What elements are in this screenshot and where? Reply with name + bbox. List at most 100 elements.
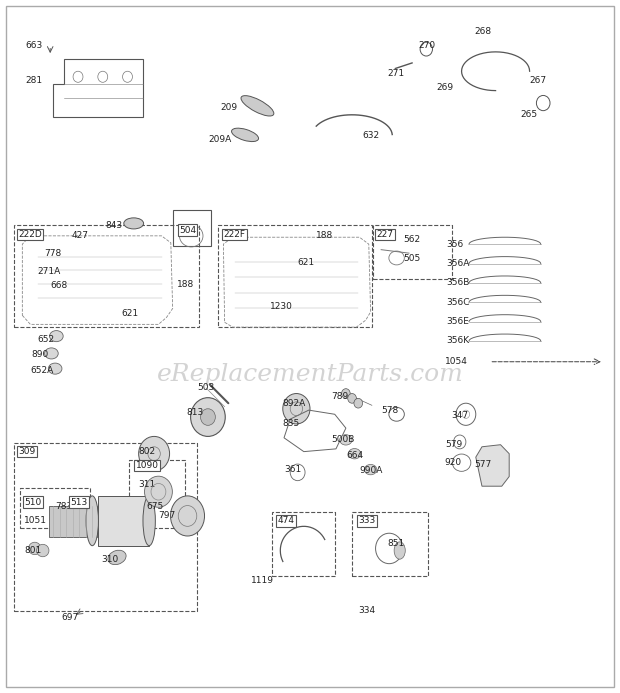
Text: 356K: 356K	[446, 337, 469, 346]
Text: 797: 797	[159, 511, 175, 520]
Bar	[352, 513, 428, 576]
Text: 1051: 1051	[24, 516, 47, 525]
Text: 892A: 892A	[282, 398, 306, 407]
Bar	[14, 225, 198, 327]
Circle shape	[283, 394, 310, 424]
Text: 265: 265	[520, 110, 538, 119]
Text: 562: 562	[403, 235, 420, 244]
Text: 789: 789	[332, 392, 349, 401]
Text: 271A: 271A	[38, 267, 61, 277]
Text: 920: 920	[445, 458, 462, 467]
Bar	[49, 506, 97, 536]
Text: 356B: 356B	[446, 279, 469, 288]
Text: 663: 663	[25, 41, 43, 50]
Bar	[130, 460, 185, 527]
Text: 1090: 1090	[136, 461, 159, 470]
Text: 270: 270	[418, 41, 435, 50]
Text: 668: 668	[50, 281, 68, 290]
Text: 356A: 356A	[446, 259, 469, 268]
Ellipse shape	[45, 348, 58, 359]
Ellipse shape	[48, 363, 62, 374]
Ellipse shape	[348, 448, 361, 459]
Text: eReplacementParts.com: eReplacementParts.com	[157, 362, 463, 386]
Text: 621: 621	[122, 309, 138, 318]
Text: 356: 356	[446, 240, 463, 249]
Bar	[218, 225, 372, 327]
Ellipse shape	[124, 218, 144, 229]
Text: 577: 577	[474, 459, 491, 468]
Ellipse shape	[144, 476, 172, 507]
Ellipse shape	[170, 496, 205, 536]
Text: 505: 505	[403, 254, 420, 263]
Text: 269: 269	[437, 82, 454, 91]
Text: 697: 697	[61, 613, 79, 622]
Circle shape	[200, 409, 215, 426]
Text: 1054: 1054	[445, 357, 467, 366]
Text: 500B: 500B	[332, 435, 355, 444]
Text: 188: 188	[177, 280, 194, 289]
Text: 333: 333	[358, 516, 376, 525]
Text: 890: 890	[32, 350, 49, 359]
Text: 664: 664	[346, 450, 363, 459]
Bar	[99, 496, 149, 545]
Text: 361: 361	[284, 465, 301, 474]
Text: 227: 227	[377, 230, 394, 239]
Bar	[20, 488, 90, 527]
Ellipse shape	[108, 550, 126, 565]
Ellipse shape	[143, 496, 156, 545]
Ellipse shape	[231, 128, 259, 141]
Text: 281: 281	[25, 76, 43, 85]
Text: 835: 835	[282, 419, 299, 428]
Text: 188: 188	[316, 231, 334, 240]
Ellipse shape	[394, 542, 405, 559]
Text: 209: 209	[220, 103, 237, 112]
Text: 267: 267	[529, 76, 547, 85]
Text: 309: 309	[18, 447, 35, 456]
Text: 632: 632	[363, 131, 379, 140]
Text: 1230: 1230	[270, 302, 293, 311]
Text: 510: 510	[24, 498, 42, 507]
Text: 209A: 209A	[208, 134, 231, 143]
Circle shape	[139, 437, 170, 471]
Text: 652A: 652A	[30, 366, 54, 375]
Bar	[172, 210, 211, 246]
Text: 802: 802	[138, 447, 155, 456]
Text: 222D: 222D	[18, 230, 42, 239]
Ellipse shape	[340, 435, 352, 445]
Polygon shape	[476, 445, 509, 486]
Bar	[14, 444, 197, 611]
Ellipse shape	[37, 544, 49, 556]
Text: 503: 503	[197, 383, 215, 392]
Ellipse shape	[29, 542, 41, 554]
Text: 356E: 356E	[446, 317, 469, 326]
Text: 652: 652	[38, 335, 55, 344]
Bar	[373, 225, 452, 279]
Text: 851: 851	[388, 539, 405, 548]
Text: 513: 513	[70, 498, 87, 507]
Text: 311: 311	[138, 480, 155, 489]
Text: 621: 621	[298, 258, 315, 267]
Ellipse shape	[365, 464, 377, 475]
Text: 334: 334	[358, 606, 375, 615]
Ellipse shape	[50, 331, 63, 342]
Bar	[272, 513, 335, 576]
Text: 222F: 222F	[223, 230, 246, 239]
Circle shape	[190, 398, 225, 437]
Text: 801: 801	[24, 546, 42, 555]
Text: 474: 474	[278, 516, 295, 525]
Circle shape	[354, 398, 363, 408]
Text: 783: 783	[55, 502, 73, 511]
Text: 1119: 1119	[251, 576, 274, 585]
Text: 268: 268	[474, 27, 491, 36]
Text: 990A: 990A	[360, 466, 383, 475]
Text: 310: 310	[101, 555, 118, 564]
Text: 843: 843	[106, 221, 123, 230]
Circle shape	[348, 394, 356, 403]
Text: 504: 504	[179, 226, 196, 235]
Ellipse shape	[86, 496, 99, 545]
Text: 356C: 356C	[446, 298, 469, 307]
Text: 427: 427	[72, 231, 89, 240]
Text: 813: 813	[186, 407, 203, 416]
Text: 271: 271	[388, 69, 404, 78]
Text: 675: 675	[146, 502, 163, 511]
